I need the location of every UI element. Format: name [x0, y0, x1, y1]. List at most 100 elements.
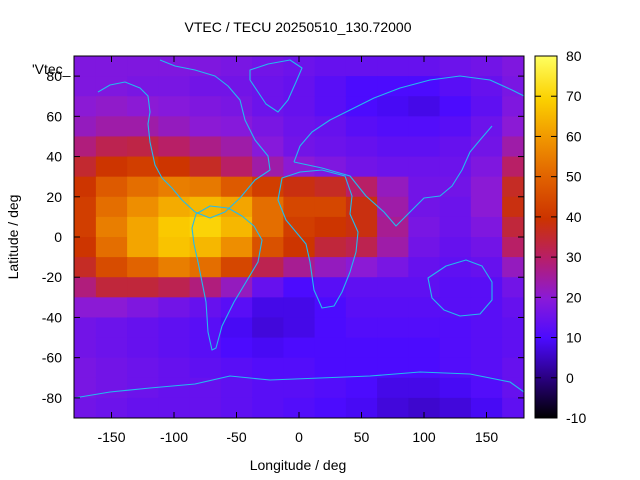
- heatmap-cell: [470, 76, 503, 97]
- heatmap-cell: [377, 196, 409, 218]
- x-tick-label: 50: [354, 429, 370, 445]
- heatmap-cell: [74, 136, 97, 158]
- coast-south-america: [191, 205, 263, 351]
- heatmap-cell: [95, 317, 128, 339]
- heatmap-cell: [95, 136, 128, 158]
- heatmap-cell: [408, 277, 441, 298]
- y-tick-label: -80: [42, 390, 62, 406]
- heatmap-cell: [127, 76, 159, 97]
- heatmap-cell: [189, 277, 222, 298]
- heatmap-cell: [439, 136, 472, 158]
- heatmap-cell: [502, 277, 524, 298]
- legend-key-label: 'Vtec_: [32, 61, 71, 77]
- heatmap-cell: [127, 136, 159, 158]
- heatmap-cell: [220, 297, 253, 319]
- heatmap-cell: [95, 156, 128, 178]
- heatmap-cell: [345, 377, 378, 399]
- heatmap-cell: [377, 317, 409, 339]
- heatmap-cell: [158, 136, 191, 158]
- heatmap-cell: [252, 56, 284, 77]
- heatmap-cell: [158, 337, 191, 359]
- heatmap-cell: [189, 377, 222, 399]
- heatmap-cell: [127, 317, 159, 339]
- heatmap-cell: [95, 337, 128, 359]
- heatmap-cell: [439, 397, 472, 418]
- heatmap-cell: [314, 56, 347, 77]
- heatmap-cell: [220, 216, 253, 238]
- heatmap-cell: [377, 76, 409, 97]
- heatmap-cell: [95, 196, 128, 218]
- heatmap-cell: [314, 397, 347, 418]
- heatmap-cell: [439, 156, 472, 178]
- y-axis-label: Latitude / deg: [5, 195, 21, 280]
- heatmap-cell: [502, 297, 524, 319]
- heatmap-cell: [158, 377, 191, 399]
- y-axis-ticks: -80 -60 -40 -20 0 20 40 60 80: [42, 68, 524, 406]
- heatmap-cell: [95, 96, 128, 117]
- heatmap-cell: [502, 317, 524, 339]
- heatmap-cell: [189, 116, 222, 138]
- heatmap-cell: [74, 56, 97, 77]
- heatmap-cell: [345, 76, 378, 97]
- heatmap-cell: [189, 297, 222, 319]
- heatmap-cell: [74, 377, 97, 399]
- heatmap-cell: [345, 216, 378, 238]
- heatmap-cell: [252, 156, 284, 178]
- heatmap-cell: [189, 317, 222, 339]
- heatmap-cell: [189, 397, 222, 418]
- heatmap-cell: [74, 96, 97, 117]
- heatmap-cell: [283, 377, 316, 399]
- heatmap-cell: [74, 156, 97, 178]
- heatmap-cell: [439, 377, 472, 399]
- heatmap-cell: [439, 196, 472, 218]
- heatmap-cell: [74, 216, 97, 238]
- heatmap-cell: [470, 116, 503, 138]
- heatmap-cell: [408, 76, 441, 97]
- heatmap-cell: [220, 257, 253, 278]
- heatmap-cell: [252, 377, 284, 399]
- heatmap-cell: [95, 277, 128, 298]
- heatmap-cell: [283, 76, 316, 97]
- x-tick-label: -50: [226, 429, 246, 445]
- heatmap-cell: [502, 116, 524, 138]
- heatmap-cell: [189, 196, 222, 218]
- heatmap-cell: [470, 297, 503, 319]
- heatmap-cell: [158, 257, 191, 278]
- heatmap-cell: [189, 257, 222, 278]
- heatmap-cell: [189, 136, 222, 158]
- heatmap-cell: [252, 96, 284, 117]
- heatmap-cell: [127, 216, 159, 238]
- heatmap-cell: [470, 216, 503, 238]
- heatmap-cell: [377, 96, 409, 117]
- heatmap-cell: [502, 337, 524, 359]
- heatmap-cell: [95, 357, 128, 379]
- x-tick-label: 0: [295, 429, 303, 445]
- heatmap-cell: [470, 257, 503, 278]
- heatmap-cell: [127, 337, 159, 359]
- heatmap-cell: [220, 76, 253, 97]
- heatmap-cell: [377, 116, 409, 138]
- heatmap-cell: [470, 136, 503, 158]
- heatmap-cell: [74, 397, 97, 418]
- heatmap-cell: [408, 357, 441, 379]
- heatmap-cell: [502, 96, 524, 117]
- heatmap-cell: [127, 176, 159, 198]
- heatmap-cell: [408, 116, 441, 138]
- heatmap-cell: [345, 297, 378, 319]
- colorbar-tick-label: 60: [566, 128, 582, 144]
- heatmap-cell: [158, 196, 191, 218]
- heatmap-cell: [220, 176, 253, 198]
- heatmap-cell: [470, 337, 503, 359]
- heatmap-cell: [158, 56, 191, 77]
- coast-north-america: [97, 59, 271, 219]
- coast-greenland: [249, 59, 303, 113]
- heatmap-cell: [439, 317, 472, 339]
- heatmap-cell: [314, 116, 347, 138]
- heatmap-cell: [408, 136, 441, 158]
- heatmap-cell: [95, 176, 128, 198]
- heatmap-cell: [95, 257, 128, 278]
- heatmap-cell: [74, 237, 97, 258]
- heatmap-cell: [283, 156, 316, 178]
- heatmap-cell: [314, 196, 347, 218]
- heatmap-cell: [377, 156, 409, 178]
